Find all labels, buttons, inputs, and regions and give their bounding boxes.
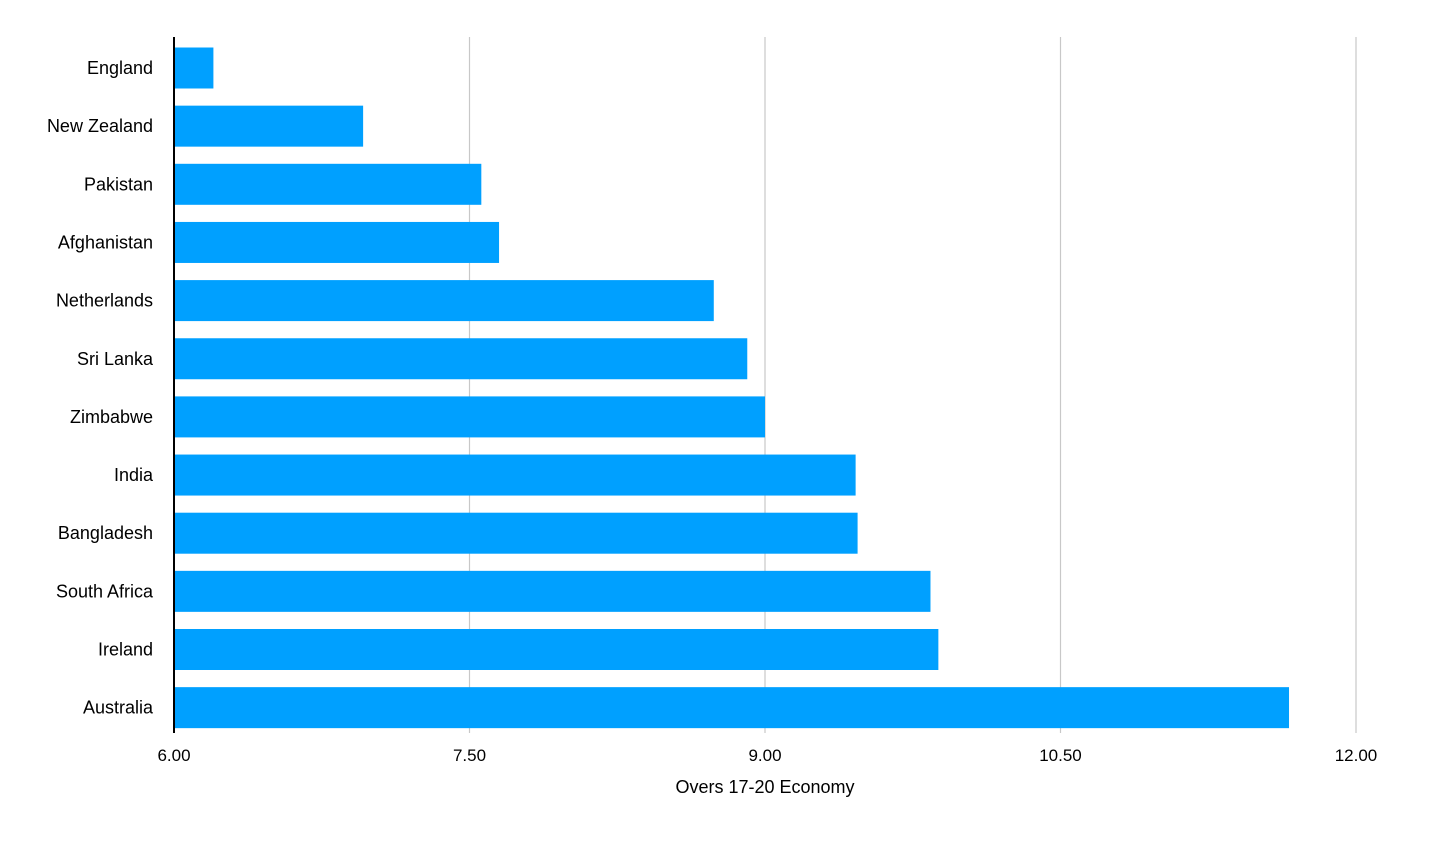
- bar: [174, 163, 482, 205]
- gridlines: [468, 37, 1357, 733]
- category-label: Ireland: [98, 640, 153, 660]
- x-axis-title: Overs 17-20 Economy: [675, 777, 854, 797]
- bar: [174, 629, 939, 670]
- category-label: England: [87, 58, 153, 78]
- category-label: New Zealand: [47, 116, 153, 136]
- bar: [174, 454, 856, 496]
- category-label: Australia: [83, 698, 154, 718]
- category-label: South Africa: [56, 581, 154, 601]
- bar: [174, 687, 1290, 729]
- bar: [174, 338, 748, 380]
- bar: [174, 512, 858, 554]
- bar: [174, 570, 931, 612]
- category-labels: England New Zealand Pakistan Afghanistan Net…: [47, 58, 154, 718]
- x-tick-label: 10.50: [1039, 746, 1082, 765]
- x-tick-label: 12.00: [1335, 746, 1378, 765]
- x-tick-labels: 6.00 7.50 9.00 10.50 12.00: [157, 746, 1377, 765]
- category-label: Sri Lanka: [77, 349, 154, 369]
- x-tick-label: 6.00: [157, 746, 190, 765]
- bar: [174, 105, 364, 147]
- category-label: India: [114, 465, 154, 485]
- bar: [174, 280, 714, 322]
- bar: [174, 221, 500, 263]
- x-tick-label: 9.00: [748, 746, 781, 765]
- category-label: Bangladesh: [58, 523, 153, 543]
- x-tick-label: 7.50: [453, 746, 486, 765]
- bar: [174, 47, 214, 89]
- bars: [174, 47, 1290, 729]
- category-label: Pakistan: [84, 174, 153, 194]
- category-label: Zimbabwe: [70, 407, 153, 427]
- bar: [174, 396, 765, 438]
- category-label: Afghanistan: [58, 232, 153, 252]
- category-label: Netherlands: [56, 291, 153, 311]
